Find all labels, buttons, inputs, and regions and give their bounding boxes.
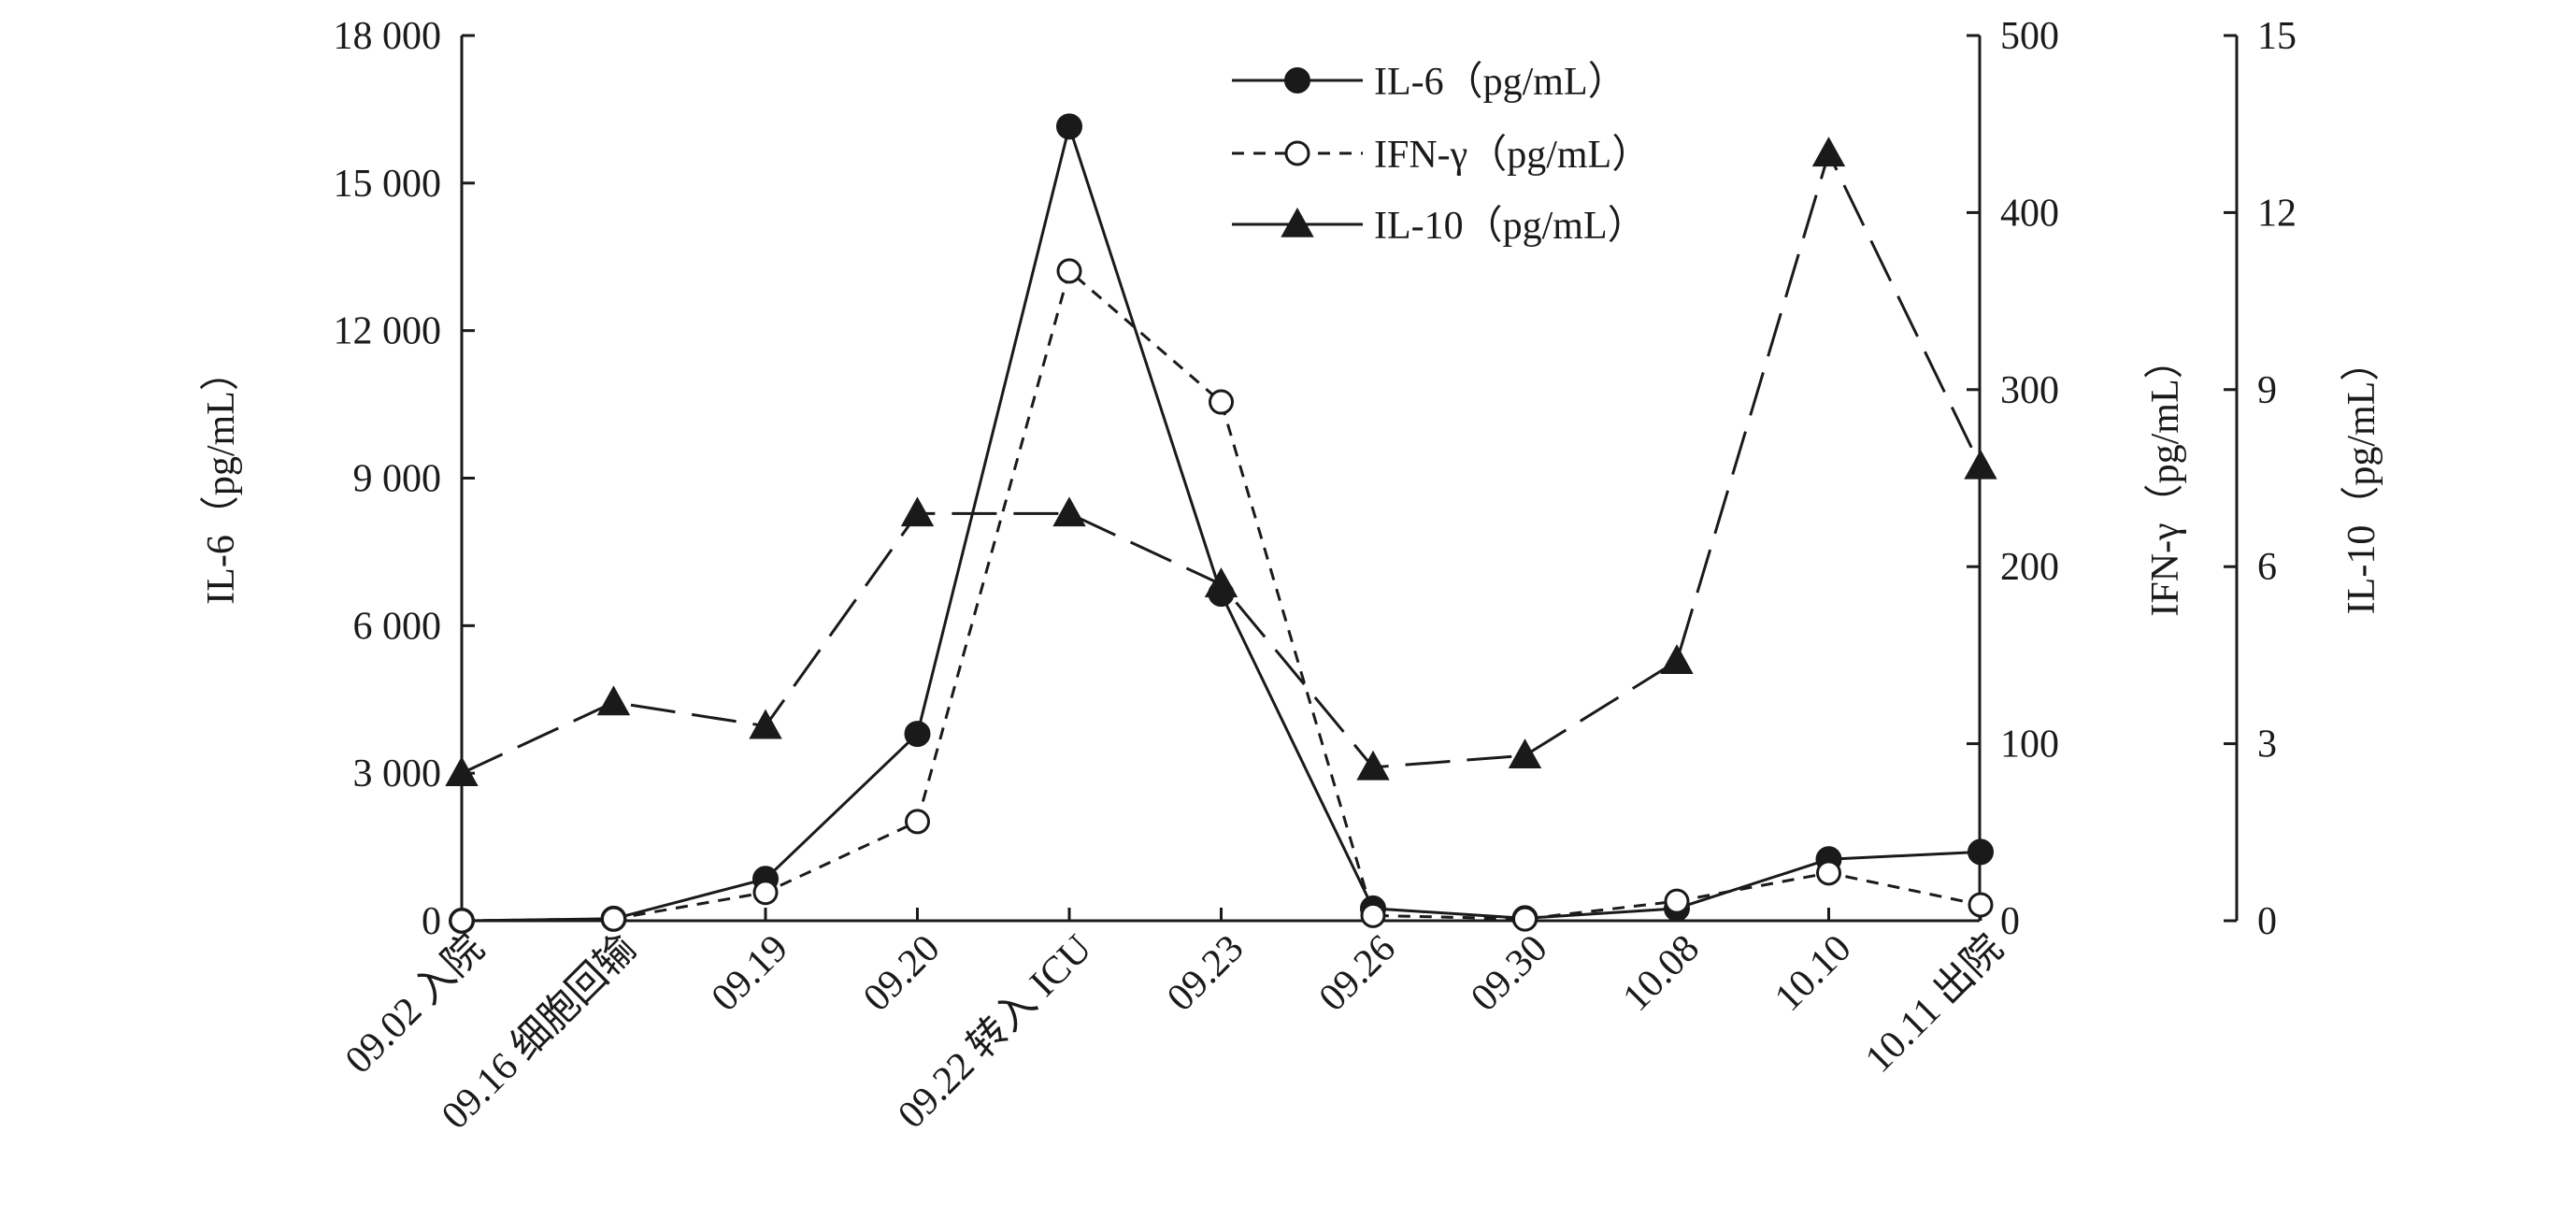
series-line-0 <box>461 124 1982 923</box>
series-markers-layer <box>445 113 1997 934</box>
right2-axis-tick-label: 15 <box>2257 15 2297 58</box>
right2-axis-tick-label: 6 <box>2257 546 2277 589</box>
series-1-point <box>1512 906 1538 932</box>
right2-axis-tick-label: 12 <box>2257 192 2297 235</box>
right2-axis-tick-label: 0 <box>2257 900 2277 943</box>
right2-axis-title: IL-10（pg/mL） <box>2340 342 2383 615</box>
series-2-point <box>900 496 935 527</box>
right1-axis-tick-label: 0 <box>2000 900 2020 943</box>
series-2-point <box>1204 567 1238 597</box>
legend-marker-1 <box>1284 140 1310 166</box>
legend-marker-2 <box>1281 207 1314 237</box>
series-1-point <box>1056 258 1082 284</box>
right2-axis-tick-label: 3 <box>2257 724 2277 767</box>
series-1-point <box>1664 888 1690 914</box>
right1-axis-tick-label: 300 <box>2000 369 2059 412</box>
x-tick-label: 10.08 <box>1615 927 1708 1020</box>
right1-axis-tick-label: 100 <box>2000 724 2059 767</box>
series-0-point <box>1056 113 1082 140</box>
series-0-point <box>1968 838 1994 866</box>
right1-axis-tick-label: 200 <box>2000 546 2059 589</box>
left-axis-tick-label: 9 000 <box>353 458 442 501</box>
series-1-point <box>449 908 475 934</box>
left-axis-title: IL-6（pg/mL） <box>200 351 243 605</box>
left-axis-tick-label: 18 000 <box>334 15 442 58</box>
legend-label-0: IL-6（pg/mL） <box>1374 61 1627 104</box>
left-axis-tick-label: 12 000 <box>334 310 442 353</box>
series-line-1 <box>461 269 1982 923</box>
legend-marker-0 <box>1284 67 1310 93</box>
left-axis-tick-label: 3 000 <box>353 752 442 795</box>
series-2-point <box>1052 496 1086 527</box>
series-1-point <box>1816 860 1841 886</box>
legend-label-2: IL-10（pg/mL） <box>1374 205 1647 248</box>
series-2-point <box>1964 449 1997 480</box>
x-tick-label: 10.11 出院 <box>1856 926 2011 1082</box>
series-1-point <box>1209 389 1234 415</box>
x-tick-label: 09.20 <box>855 927 948 1020</box>
series-1-point <box>905 809 930 835</box>
right1-axis-tick-label: 400 <box>2000 192 2059 235</box>
series-1-point <box>1968 892 1994 918</box>
right1-axis-title: IFN-γ（pg/mL） <box>2144 339 2187 616</box>
legend-label-1: IFN-γ（pg/mL） <box>1374 134 1651 177</box>
series-lines-layer <box>461 124 1982 923</box>
x-tick-label: 09.02 入院 <box>336 926 493 1082</box>
x-tick-label: 09.19 <box>704 927 796 1020</box>
series-0-point <box>904 721 931 748</box>
x-tick-label: 09.23 <box>1159 927 1252 1020</box>
x-tick-label: 09.26 <box>1311 927 1404 1020</box>
left-axis-tick-label: 15 000 <box>334 163 442 206</box>
series-2-point <box>1811 136 1846 167</box>
x-tick-label: 09.30 <box>1463 927 1555 1020</box>
series-2-point <box>596 685 631 716</box>
series-1-point <box>601 906 626 932</box>
x-tick-label: 10.10 <box>1767 927 1859 1020</box>
left-axis-tick-label: 6 000 <box>353 605 442 648</box>
series-2-point <box>1660 644 1694 675</box>
right2-axis-tick-label: 9 <box>2257 369 2277 412</box>
series-2-point <box>1508 738 1542 769</box>
series-line-2 <box>461 151 1982 775</box>
left-axis-tick-label: 0 <box>422 900 441 943</box>
legend: IL-6（pg/mL） IFN-γ（pg/mL） IL-10（pg/mL） <box>1232 61 1651 248</box>
series-2-point <box>1356 750 1390 781</box>
series-1-point <box>1360 902 1386 928</box>
right1-axis-tick-label: 500 <box>2000 15 2059 58</box>
series-2-point <box>749 709 782 739</box>
series-1-point <box>752 880 779 906</box>
series-2-point <box>445 756 479 786</box>
